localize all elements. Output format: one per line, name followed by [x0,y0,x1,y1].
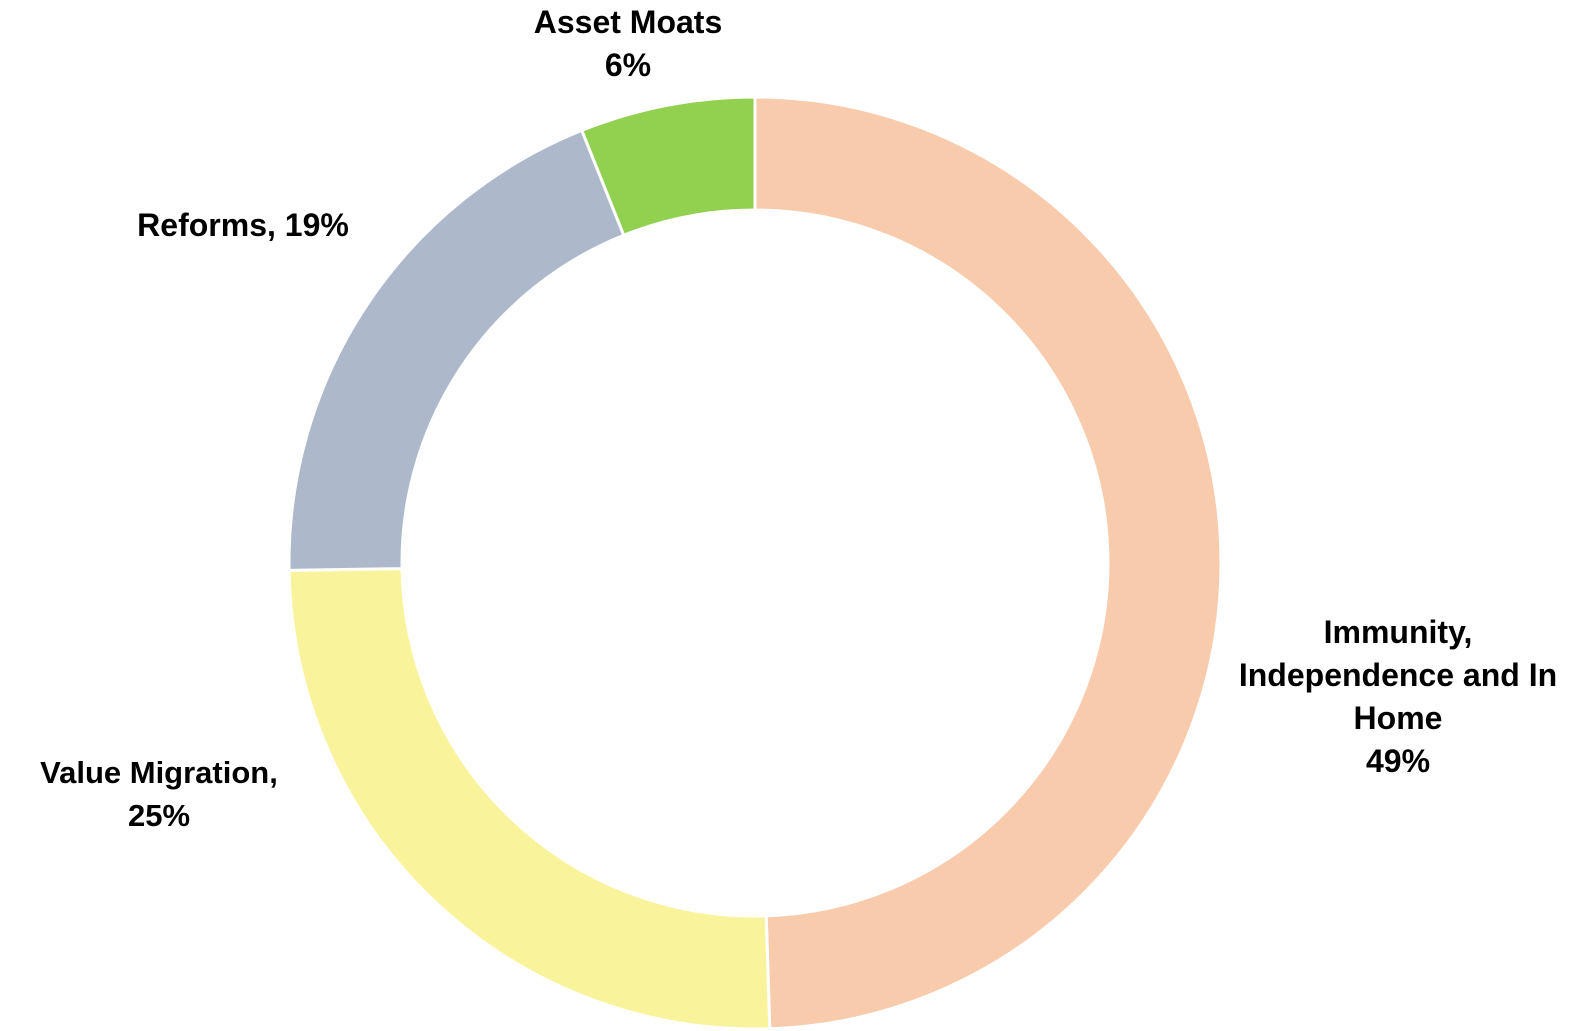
slice-label: Reforms, 19% [83,204,403,247]
slice-label: Immunity, Independence and In Home 49% [1233,611,1563,783]
donut-slice [287,128,626,572]
value-label: 6% [604,47,652,83]
value-label: 49% [1365,743,1431,779]
category-label: Reforms, [137,207,276,243]
donut-slice [753,95,1223,1031]
category-label: Asset Moats [533,4,723,40]
category-label: Immunity, Independence and In Home [1238,614,1558,736]
value-label: 25% [127,798,191,833]
slice-label: Asset Moats 6% [468,1,788,87]
donut-slice [287,567,772,1031]
donut-slice [579,95,757,238]
category-label: Value Migration, [40,755,278,790]
value-label: 19% [284,207,349,243]
slice-label: Value Migration, 25% [4,751,314,837]
